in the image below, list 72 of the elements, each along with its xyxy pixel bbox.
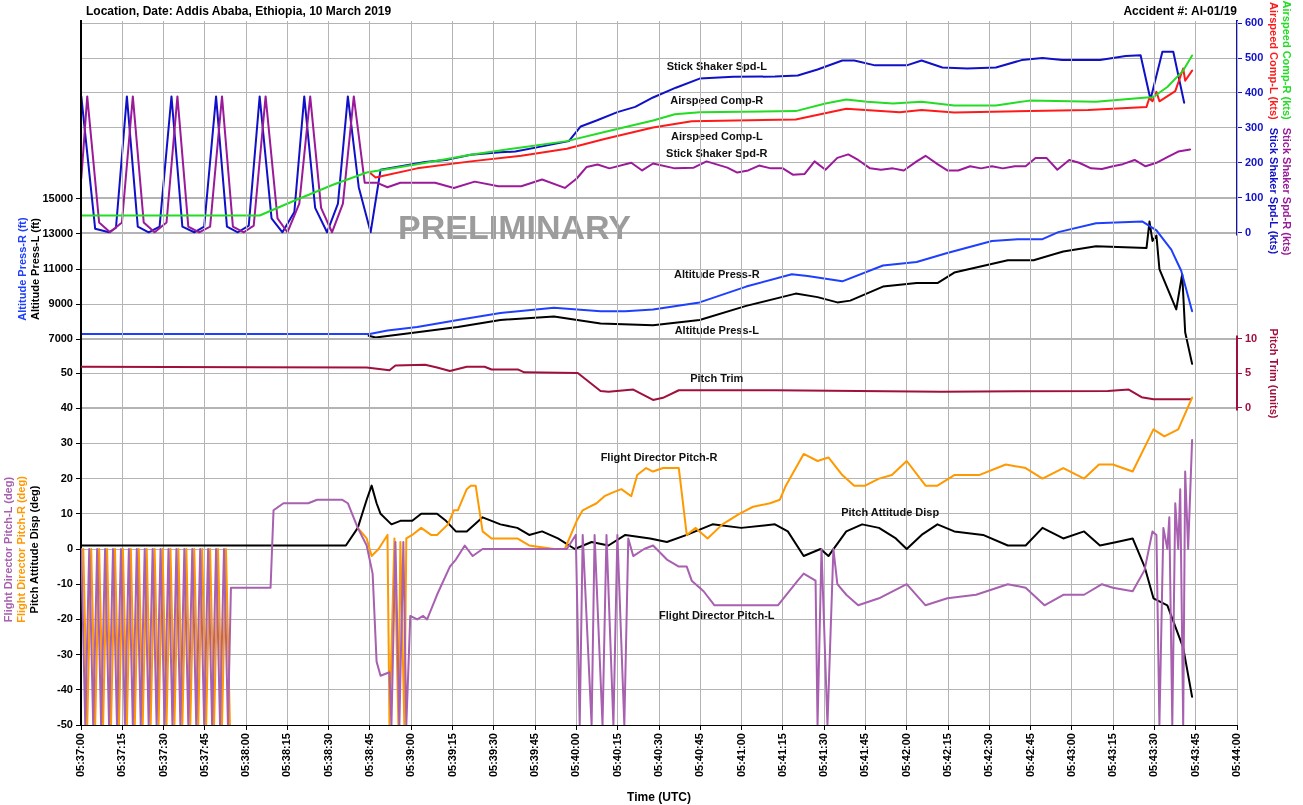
x-tick-label: 05:43:30 [1147, 733, 1160, 778]
y-tick-label: 30 [60, 436, 73, 449]
series-label: Stick Shaker Spd-R [666, 146, 768, 159]
series-label: Flight Director Pitch-L [659, 609, 775, 622]
series-label: Stick Shaker Spd-L [666, 59, 768, 72]
y-tick-label: -30 [57, 647, 73, 660]
x-tick-label: 05:41:45 [858, 733, 871, 778]
series-label: Airspeed Comp-L [670, 129, 763, 142]
series-label: Pitch Attitude Disp [841, 505, 940, 518]
y-tick-label: 7000 [48, 332, 73, 345]
y2-axis-title: Airspeed Comp-R (kts) Stick Shaker Spd-R (kts) Airspeed Comp-L (kts) Stick Shaker Spd-L (kts) [1267, 0, 1293, 256]
y2-tick-label: 300 [1245, 120, 1264, 133]
x-tick-label: 05:40:15 [610, 733, 623, 778]
series-label: Altitude Press-R [674, 267, 760, 280]
x-tick-label: 05:38:00 [239, 733, 252, 778]
x-tick-label: 05:41:00 [734, 733, 747, 778]
x-tick-label: 05:41:15 [775, 733, 788, 778]
y2-axis-title: Pitch Trim (units) [1266, 328, 1280, 418]
y-tick-label: 0 [66, 542, 73, 555]
y2-tick-label: 400 [1245, 85, 1264, 98]
series-label: Pitch Trim [690, 372, 744, 385]
x-tick-label: 05:38:30 [321, 733, 334, 778]
x-tick-label: 05:43:00 [1064, 733, 1077, 778]
x-tick-label: 05:37:45 [197, 733, 210, 778]
x-tick-label: 05:39:15 [445, 733, 458, 778]
y-axis-title: Altitude Press-R (ft) Altitude Press-L (ft) [15, 217, 42, 321]
x-tick-label: 05:39:30 [486, 733, 499, 778]
y-tick-label: 40 [60, 401, 73, 414]
series-label: Altitude Press-L [674, 323, 760, 336]
y-tick-label: 50 [60, 366, 73, 379]
y-tick-label: 20 [60, 471, 73, 484]
y-tick-label: 10 [60, 506, 73, 519]
y2-tick-label: 0 [1245, 225, 1252, 238]
x-tick-label: 05:44:00 [1230, 733, 1243, 778]
y2-tick-label: 600 [1245, 16, 1264, 29]
y2-tick-label: 10 [1245, 331, 1258, 344]
x-tick-label: 05:41:30 [817, 733, 830, 778]
chart-subtitle: Accident #: AI-01/19 [1123, 4, 1237, 18]
y2-tick-label: 0 [1245, 400, 1252, 413]
series-label: Airspeed Comp-R [670, 93, 764, 106]
x-tick-label: 05:38:15 [280, 733, 293, 778]
x-axis-title: Time (UTC) [627, 790, 691, 805]
x-tick-label: 05:40:30 [652, 733, 665, 778]
x-tick-label: 05:42:15 [941, 733, 954, 778]
x-tick-label: 05:37:15 [115, 733, 128, 778]
y-tick-label: -10 [57, 577, 73, 590]
y2-tick-label: 200 [1245, 155, 1264, 168]
y2-tick-label: 5 [1245, 366, 1252, 379]
x-tick-label: 05:39:00 [404, 733, 417, 778]
y-tick-label: -20 [57, 612, 73, 625]
y-tick-label: -40 [57, 682, 73, 695]
x-tick-label: 05:39:45 [528, 733, 541, 778]
y-tick-label: 13000 [42, 226, 73, 239]
series-label: Flight Director Pitch-R [600, 451, 718, 464]
x-tick-label: 05:37:30 [156, 733, 169, 778]
chart-title: Location, Date: Addis Ababa, Ethiopia, 10 March 2019 [86, 4, 392, 18]
x-tick-label: 05:42:30 [982, 733, 995, 778]
x-tick-label: 05:38:45 [362, 733, 375, 778]
y-tick-label: 9000 [48, 297, 73, 310]
x-tick-label: 05:40:45 [693, 733, 706, 778]
x-tick-label: 05:37:00 [74, 733, 87, 778]
x-tick-label: 05:42:00 [899, 733, 912, 778]
x-tick-label: 05:43:45 [1188, 733, 1201, 778]
y-tick-label: 15000 [42, 191, 73, 204]
y2-tick-label: 500 [1245, 51, 1264, 64]
x-tick-label: 05:43:15 [1106, 733, 1119, 778]
y-tick-label: -50 [57, 718, 73, 731]
y-tick-label: 11000 [43, 262, 73, 275]
x-tick-label: 05:42:45 [1023, 733, 1036, 778]
y2-tick-label: 100 [1245, 190, 1264, 203]
x-tick-label: 05:40:00 [569, 733, 582, 778]
y-axis-title: Flight Director Pitch-L (deg) Flight Director Pitch-R (deg) Pitch Attitude Disp (deg) [1, 475, 41, 623]
